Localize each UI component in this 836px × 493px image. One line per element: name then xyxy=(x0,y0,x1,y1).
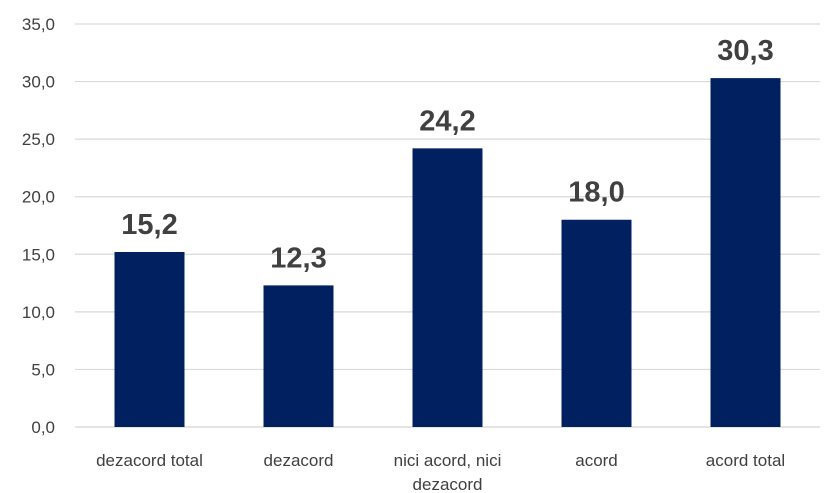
x-category-label: acord xyxy=(575,451,618,470)
bar xyxy=(114,251,185,427)
bar-value-label: 12,3 xyxy=(270,242,326,274)
y-tick-label: 0,0 xyxy=(31,418,55,437)
x-category-label: nici acord, nici dezacord xyxy=(394,451,502,493)
bar xyxy=(710,78,781,428)
bar-value-label: 15,2 xyxy=(121,209,177,241)
data-labels: 15,2 12,3 24,2 18,0 30,3 xyxy=(121,35,773,274)
y-tick-label: 35,0 xyxy=(22,15,55,34)
x-category-label: dezacord xyxy=(264,451,334,470)
y-tick-label: 20,0 xyxy=(22,188,55,207)
y-tick-label: 10,0 xyxy=(22,303,55,322)
x-category-label: acord total xyxy=(706,451,785,470)
bar-value-label: 18,0 xyxy=(568,177,624,209)
y-tick-label: 15,0 xyxy=(22,245,55,264)
y-tick-label: 30,0 xyxy=(22,73,55,92)
x-category-label: dezacord total xyxy=(96,451,203,470)
y-tick-label: 25,0 xyxy=(22,130,55,149)
bar-value-label: 30,3 xyxy=(717,35,773,67)
bar xyxy=(561,219,632,427)
bars xyxy=(114,78,781,428)
bar-value-label: 24,2 xyxy=(419,105,475,137)
x-axis-labels: dezacord total dezacord nici acord, nici de… xyxy=(96,451,785,493)
y-axis-ticks: 0,0 5,0 10,0 15,0 20,0 25,0 30,0 35,0 xyxy=(22,15,55,437)
bar xyxy=(412,148,483,427)
bar xyxy=(263,285,334,427)
y-tick-label: 5,0 xyxy=(31,360,55,379)
